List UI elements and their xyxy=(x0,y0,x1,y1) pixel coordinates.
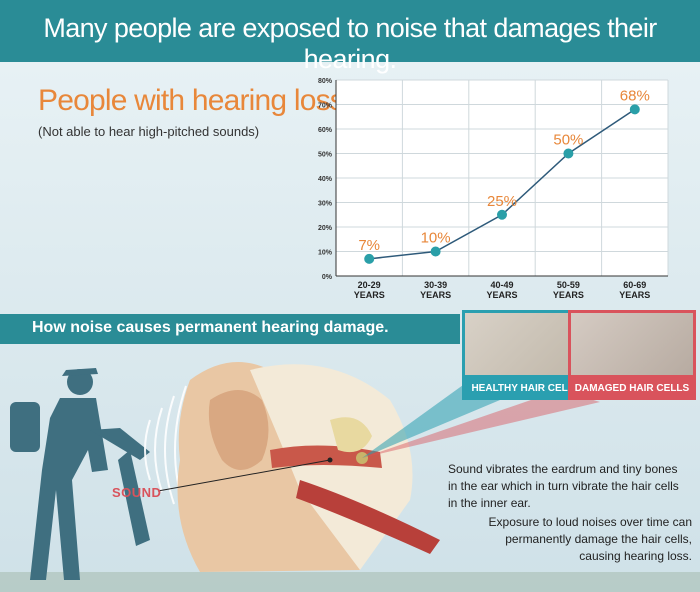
description-paragraph-1: Sound vibrates the eardrum and tiny bone… xyxy=(448,462,679,510)
hearing-loss-line-chart: 0%10%20%30%40%50%60%70%80%20-29YEARS30-3… xyxy=(318,78,669,300)
y-tick-label: 0% xyxy=(322,274,333,281)
ear-cross-section xyxy=(177,362,440,572)
damaged-hair-cells-label: DAMAGED HAIR CELLS xyxy=(568,378,696,400)
chart-subheadline: (Not able to hear high-pitched sounds) xyxy=(38,124,260,139)
chart-headline: People with hearing loss. xyxy=(38,84,352,117)
section-band: How noise causes permanent hearing damag… xyxy=(0,314,460,344)
data-label: 10% xyxy=(421,230,451,247)
y-tick-label: 20% xyxy=(318,225,333,232)
person-silhouette xyxy=(10,368,150,580)
sound-label: SOUND xyxy=(112,485,162,500)
ear-illustration xyxy=(0,362,700,592)
data-label: 25% xyxy=(487,193,517,210)
x-tick-label: 50-59 xyxy=(557,280,580,290)
x-tick-label: 60-69 xyxy=(623,280,646,290)
y-tick-label: 70% xyxy=(318,103,333,110)
data-label: 7% xyxy=(358,237,380,254)
x-tick-label: YEARS xyxy=(354,290,385,300)
damaged-hair-cells-panel: DAMAGED HAIR CELLS xyxy=(568,310,696,400)
y-tick-label: 80% xyxy=(318,78,333,85)
data-point xyxy=(430,246,441,257)
section-title: How noise causes permanent hearing damag… xyxy=(32,319,389,336)
y-tick-label: 60% xyxy=(318,127,333,134)
x-tick-label: 30-39 xyxy=(424,280,447,290)
x-tick-label: 20-29 xyxy=(358,280,381,290)
y-tick-label: 30% xyxy=(318,201,333,208)
data-label: 50% xyxy=(553,132,583,149)
grass xyxy=(0,572,700,592)
data-label: 68% xyxy=(620,87,650,104)
data-point xyxy=(629,104,640,115)
y-tick-label: 10% xyxy=(318,250,333,257)
data-point xyxy=(497,209,507,220)
x-tick-label: YEARS xyxy=(486,290,517,300)
x-tick-label: YEARS xyxy=(553,290,584,300)
sound-pointer-line xyxy=(157,459,331,492)
top-banner: Many people are exposed to noise that da… xyxy=(0,0,700,74)
data-point xyxy=(563,148,574,159)
y-tick-label: 50% xyxy=(318,152,333,159)
damaged-cells-beam xyxy=(362,390,600,458)
x-tick-label: YEARS xyxy=(619,290,650,300)
x-tick-label: YEARS xyxy=(420,290,451,300)
healthy-hair-cells-label: HEALTHY HAIR CELLS xyxy=(462,378,590,400)
description-paragraph-2: Exposure to loud noises over time can pe… xyxy=(488,515,692,563)
x-tick-label: 40-49 xyxy=(490,280,513,290)
banner-title: Many people are exposed to noise that da… xyxy=(43,13,657,74)
y-tick-label: 40% xyxy=(318,176,333,183)
damaged-hair-cells-image xyxy=(568,310,696,378)
data-point xyxy=(364,253,375,264)
